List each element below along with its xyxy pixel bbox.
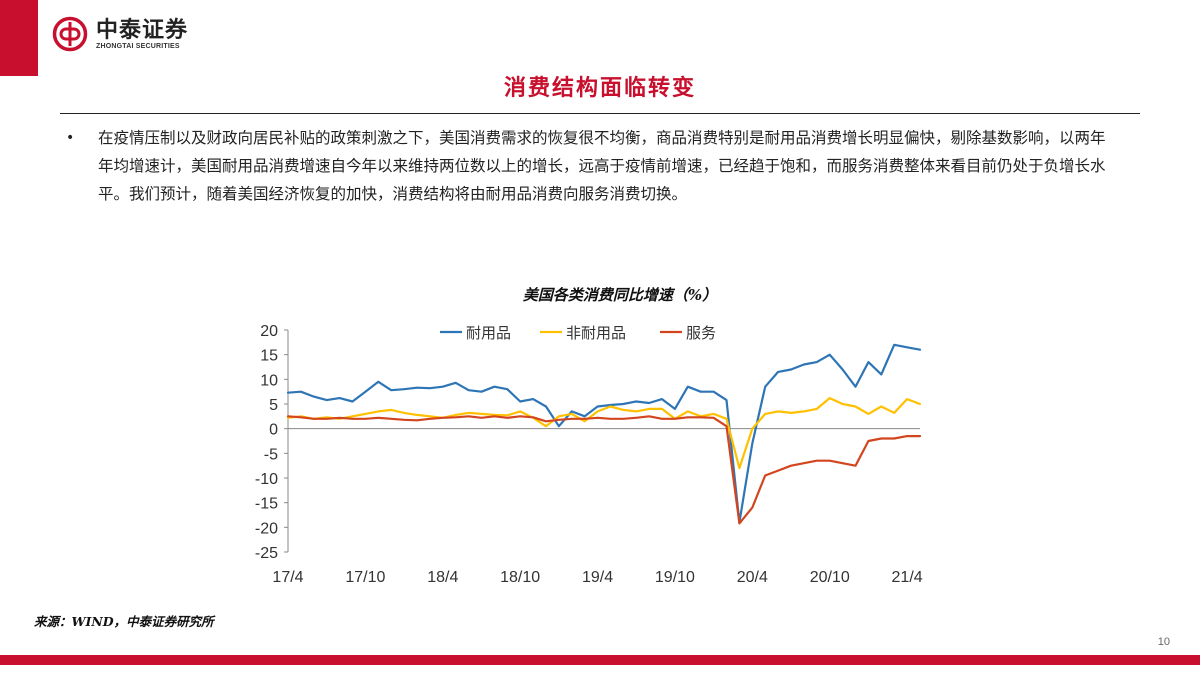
y-tick-label: -15 bbox=[255, 496, 278, 513]
page-number: 10 bbox=[1157, 636, 1170, 648]
x-tick-label: 18/4 bbox=[427, 569, 458, 586]
y-tick-label: 10 bbox=[260, 372, 278, 389]
legend-label: 服务 bbox=[686, 324, 716, 342]
legend-label: 耐用品 bbox=[466, 324, 511, 342]
x-tick-label: 20/10 bbox=[810, 569, 850, 586]
x-tick-label: 20/4 bbox=[737, 569, 768, 586]
y-tick-label: -10 bbox=[255, 471, 278, 488]
bullet-icon: • bbox=[66, 130, 75, 146]
logo-name-en: ZHONGTAI SECURITIES bbox=[96, 42, 180, 50]
y-tick-label: -20 bbox=[255, 520, 278, 537]
y-tick-label: 15 bbox=[260, 348, 278, 365]
y-tick-label: 0 bbox=[269, 422, 278, 439]
series-line-3 bbox=[286, 415, 922, 525]
x-tick-label: 18/10 bbox=[500, 569, 540, 586]
footer-bar bbox=[0, 655, 1200, 665]
bullet-text: 在疫情压制以及财政向居民补贴的政策刺激之下，美国消费需求的恢复很不均衡，商品消费… bbox=[98, 129, 1106, 203]
logo-icon bbox=[52, 16, 88, 52]
x-tick-label: 21/4 bbox=[892, 569, 923, 586]
x-tick-label: 19/10 bbox=[655, 569, 695, 586]
brand-accent-bar bbox=[0, 0, 38, 76]
series-layer bbox=[286, 343, 922, 525]
title-divider bbox=[60, 113, 1140, 114]
slide-title: 消费结构面临转变 bbox=[503, 76, 696, 101]
series-line-1 bbox=[286, 343, 922, 524]
legend-label: 非耐用品 bbox=[566, 324, 626, 342]
y-tick-label: 5 bbox=[269, 397, 278, 414]
line-chart: 20 15 10 5 0 -5 -10 -15 -20 -25 17/4 17/10 18/4 18/1… bbox=[255, 323, 923, 586]
y-axis: 20 15 10 5 0 -5 -10 -15 -20 -25 bbox=[255, 323, 289, 562]
bullet-item: • 在疫情压制以及财政向居民补贴的政策刺激之下，美国消费需求的恢复很不均衡，商品… bbox=[66, 124, 1126, 208]
x-tick-label: 17/10 bbox=[345, 569, 385, 586]
x-tick-label: 17/4 bbox=[272, 569, 303, 586]
chart-legend: 耐用品 非耐用品 服务 bbox=[440, 324, 716, 342]
y-tick-label: -5 bbox=[264, 446, 278, 463]
y-tick-label: 20 bbox=[260, 323, 278, 340]
y-tick-label: -25 bbox=[255, 545, 278, 562]
logo-name-cn: 中泰证券 bbox=[96, 17, 189, 43]
company-logo: 中泰证券 ZHONGTAI SECURITIES bbox=[52, 16, 188, 52]
chart-title: 美国各类消费同比增速（%） bbox=[522, 286, 718, 304]
x-axis: 17/4 17/10 18/4 18/10 19/4 19/10 20/4 20/10 21/4 bbox=[272, 428, 923, 586]
x-tick-label: 19/4 bbox=[582, 569, 613, 586]
series-line-2 bbox=[286, 396, 922, 470]
source-note: 来源：WIND，中泰证券研究所 bbox=[34, 614, 214, 629]
